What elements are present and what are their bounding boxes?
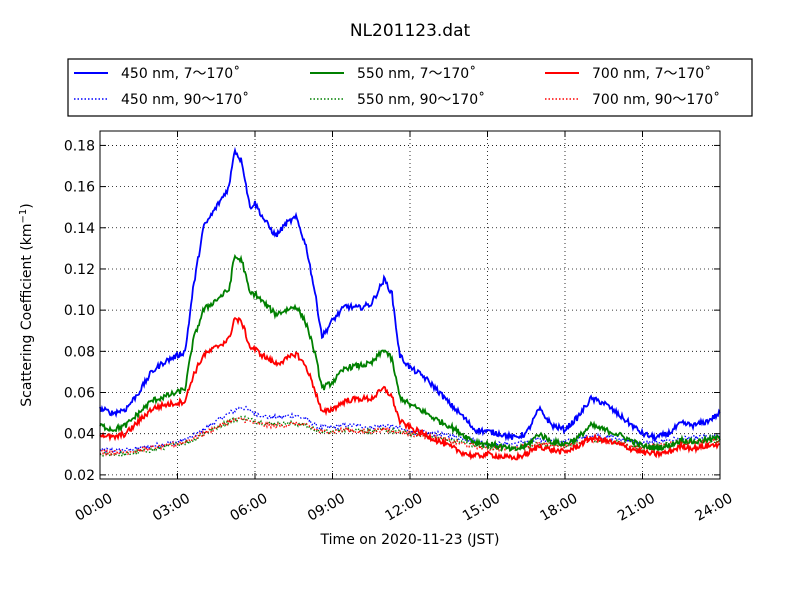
x-tick-label: 09:00 [305,491,348,525]
legend-label: 700 nm, 7～170˚ [592,65,711,82]
y-tick-label: 0.02 [64,468,95,484]
x-tick-label: 00:00 [73,491,116,525]
legend-label: 450 nm, 7～170˚ [121,65,240,82]
x-tick-label: 24:00 [693,491,736,525]
series-line [99,405,721,454]
x-tick-label: 15:00 [460,491,503,525]
y-axis-label-close: ) [19,203,35,208]
y-tick-label: 0.08 [64,344,95,360]
legend-label: 700 nm, 90～170˚ [592,91,720,108]
y-tick-label: 0.10 [64,303,95,319]
legend-label: 550 nm, 90～170˚ [357,91,485,108]
y-axis-label: Scattering Coefficient (km−1) [18,203,35,407]
legend-items: 450 nm, 7～170˚ 450 nm, 90～170˚ 550 nm, 7～1… [74,65,720,108]
plot-area: 00:00 03:00 06:00 09:00 12:00 15:00 18:00 21:00… [64,130,736,525]
series-line [99,414,721,459]
y-axis-label-superscript: −1 [18,209,29,224]
legend-label: 450 nm, 90～170˚ [121,91,249,108]
legend-label: 550 nm, 7～170˚ [357,65,476,82]
y-tick-label: 0.06 [64,386,95,402]
x-tick-label: 12:00 [383,491,426,525]
chart-title: NL201123.dat [350,21,471,41]
series-line [99,417,721,457]
x-axis-label: Time on 2020-11-23 (JST) [320,532,500,548]
x-tick-label: 06:00 [228,491,271,525]
x-tick-label: 03:00 [150,491,193,525]
y-tick-label: 0.12 [64,262,95,278]
series-line [99,253,721,453]
y-tick-label: 0.14 [64,221,95,237]
y-tick-label: 0.16 [64,180,95,196]
series-layer [99,146,721,461]
legend-frame [67,58,753,117]
legend: 450 nm, 7～170˚ 450 nm, 90～170˚ 550 nm, 7～1… [67,58,753,117]
y-tick-label: 0.18 [64,138,95,154]
x-tick-label: 21:00 [615,491,658,525]
x-tick-label: 18:00 [538,491,581,525]
axis-ticks: 00:00 03:00 06:00 09:00 12:00 15:00 18:00 21:00… [64,131,736,525]
series-line [99,316,721,461]
y-axis-label-main: Scattering Coefficient (km [19,223,35,406]
y-tick-label: 0.04 [64,427,95,443]
series-line [99,146,721,443]
